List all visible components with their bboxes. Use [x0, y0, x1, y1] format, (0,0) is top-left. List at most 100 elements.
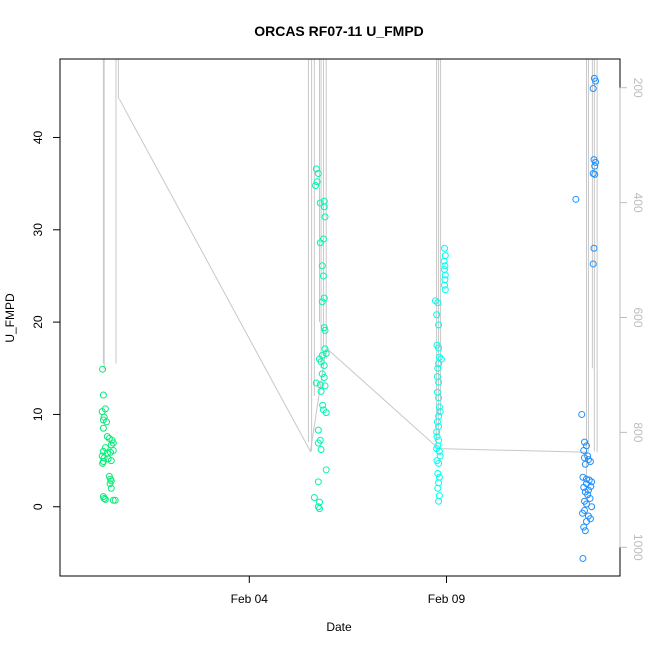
data-point-s1-30: [322, 409, 330, 417]
data-point-s2-12: [435, 321, 443, 329]
data-point-s2-23: [435, 403, 443, 411]
right-tick-label-600: 600: [631, 307, 645, 327]
data-point-s2-15: [435, 353, 443, 361]
data-point-s3-14: [580, 446, 588, 454]
data-point-s2-28: [433, 428, 441, 436]
data-point-s2-17: [435, 360, 443, 368]
data-point-s3-6: [589, 169, 597, 177]
right-tick-label-200: 200: [631, 78, 645, 98]
data-point-s3-30: [586, 494, 594, 502]
data-point-s3-2: [589, 85, 597, 93]
data-point-s1-39: [314, 503, 322, 511]
data-point-s0-28: [107, 484, 115, 492]
data-point-s3-38: [582, 518, 590, 526]
data-point-s0-21: [107, 457, 115, 465]
data-point-s1-6: [320, 203, 328, 211]
data-point-s1-26: [321, 382, 329, 390]
data-point-s1-24: [312, 379, 320, 387]
data-point-s0-32: [109, 496, 117, 504]
data-point-s3-35: [579, 509, 587, 517]
data-point-s0-6: [103, 418, 111, 426]
x-tick-label-0: Feb 04: [231, 592, 269, 606]
data-point-s1-34: [317, 446, 325, 454]
pressure-trace-line: [118, 98, 589, 453]
data-point-s1-7: [321, 213, 329, 221]
data-point-s3-5: [591, 162, 599, 170]
data-point-s3-29: [584, 491, 592, 499]
data-point-s3-10: [589, 260, 597, 268]
data-point-s1-2: [313, 178, 321, 186]
data-point-s1-11: [319, 272, 327, 280]
x-tick-label-1: Feb 09: [428, 592, 466, 606]
data-point-s1-36: [314, 478, 322, 486]
data-point-s0-8: [103, 433, 111, 441]
data-point-s2-11: [433, 311, 441, 319]
data-point-s1-22: [318, 370, 326, 378]
data-point-s1-15: [321, 326, 329, 334]
y-tick-label-40: 40: [31, 130, 45, 144]
data-point-s0-0: [99, 365, 107, 373]
data-point-s1-18: [322, 350, 330, 358]
data-point-s0-27: [106, 480, 114, 488]
data-point-s0-23: [99, 459, 107, 467]
data-point-s3-12: [581, 438, 589, 446]
data-point-s3-4: [592, 158, 600, 166]
data-point-s2-33: [435, 447, 443, 455]
data-point-s0-7: [99, 424, 107, 432]
y-axis-label: U_FMPD: [3, 293, 17, 343]
data-point-s2-20: [435, 378, 443, 386]
data-point-s1-35: [322, 466, 330, 474]
data-point-s3-7: [591, 170, 599, 178]
data-point-s1-14: [320, 324, 328, 332]
data-point-s2-7: [441, 281, 449, 289]
data-point-s2-1: [441, 252, 449, 260]
data-point-s2-37: [434, 470, 442, 478]
data-point-s2-2: [440, 257, 448, 265]
data-point-s2-0: [441, 244, 449, 252]
data-point-s2-26: [433, 418, 441, 426]
data-point-s3-11: [578, 410, 586, 418]
right-tick-label-1000: 1000: [631, 534, 645, 561]
data-point-s3-1: [592, 77, 600, 85]
data-point-s1-31: [314, 426, 322, 434]
data-point-s3-41: [579, 554, 587, 562]
data-point-s2-10: [434, 299, 442, 307]
y-tick-label-30: 30: [31, 223, 45, 237]
data-point-s0-4: [101, 405, 109, 413]
data-point-s2-22: [435, 394, 443, 402]
data-point-s2-36: [435, 459, 443, 467]
data-point-s1-0: [312, 165, 320, 173]
data-point-s0-17: [109, 446, 117, 454]
data-point-s0-14: [99, 447, 107, 455]
data-point-s1-3: [312, 181, 320, 189]
data-point-s1-33: [314, 439, 322, 447]
data-point-s2-19: [433, 373, 441, 381]
data-point-s3-40: [581, 527, 589, 535]
chart-title: ORCAS RF07-11 U_FMPD: [254, 23, 424, 39]
data-point-s2-3: [441, 262, 449, 270]
data-point-s1-9: [316, 239, 324, 247]
data-point-s1-12: [320, 294, 328, 302]
data-point-s1-37: [310, 494, 318, 502]
data-point-s1-25: [316, 381, 324, 389]
data-point-s0-31: [101, 495, 109, 503]
data-point-s1-13: [318, 298, 326, 306]
data-point-s2-38: [435, 473, 443, 481]
data-point-s2-24: [436, 408, 444, 416]
data-point-s2-34: [436, 452, 444, 460]
x-axis-label: Date: [326, 620, 352, 634]
data-point-s2-41: [435, 492, 443, 500]
right-tick-label-400: 400: [631, 193, 645, 213]
data-point-s3-9: [590, 244, 598, 252]
data-point-s1-27: [317, 387, 325, 395]
axes: 0 10 20 30 40 Feb 04 Feb 09 200 400 600 800 1000: [31, 78, 645, 606]
data-point-s2-18: [434, 364, 442, 372]
data-point-s1-21: [320, 362, 328, 370]
data-point-s3-17: [584, 456, 592, 464]
data-point-s1-1: [314, 169, 322, 177]
data-point-s3-39: [580, 523, 588, 531]
data-point-s3-16: [581, 454, 589, 462]
data-point-s2-21: [433, 388, 441, 396]
data-point-s3-8: [572, 195, 580, 203]
